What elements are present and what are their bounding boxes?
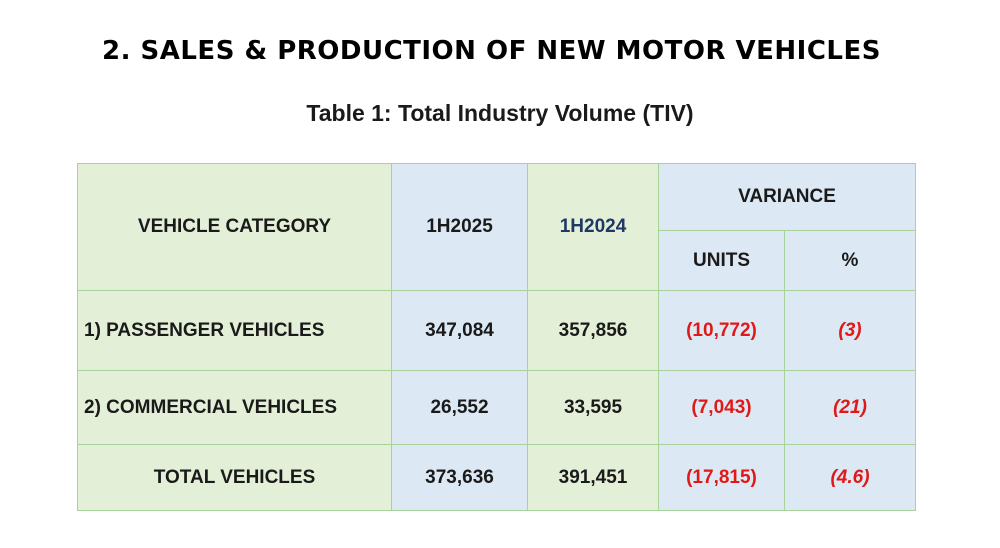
- row-1h2025-value: 373,636: [391, 444, 528, 511]
- row-variance-units: (17,815): [658, 444, 785, 511]
- header-units: UNITS: [658, 230, 785, 291]
- row-category: 1) PASSENGER VEHICLES: [77, 290, 392, 371]
- table-row-total: TOTAL VEHICLES 373,636 391,451 (17,815) …: [77, 444, 917, 511]
- header-variance: VARIANCE: [657, 163, 917, 231]
- row-category: 2) COMMERCIAL VEHICLES: [77, 370, 392, 445]
- row-variance-units: (7,043): [658, 370, 785, 445]
- header-vehicle-category: VEHICLE CATEGORY: [77, 163, 392, 291]
- header-row-top: VEHICLE CATEGORY 1H2025 1H2024 VARIANCE: [77, 163, 917, 291]
- table-caption: Table 1: Total Industry Volume (TIV): [306, 100, 694, 126]
- row-category: TOTAL VEHICLES: [77, 444, 392, 511]
- row-variance-percent: (3): [783, 290, 917, 371]
- section-heading: 2. SALES & PRODUCTION OF NEW MOTOR VEHIC…: [102, 36, 881, 66]
- row-1h2025-value: 26,552: [391, 370, 528, 445]
- header-row-bottom: UNITS %: [78, 230, 917, 291]
- table-row: 1) PASSENGER VEHICLES 347,084 357,856 (1…: [77, 290, 917, 371]
- row-1h2024-value: 33,595: [527, 370, 659, 445]
- header-percent: %: [783, 230, 917, 291]
- row-1h2024-value: 391,451: [527, 444, 659, 511]
- row-variance-units: (10,772): [658, 290, 785, 371]
- table-row: 2) COMMERCIAL VEHICLES 26,552 33,595 (7,…: [77, 370, 917, 445]
- row-variance-percent: (4.6): [783, 444, 917, 511]
- tiv-table: VEHICLE CATEGORY 1H2025 1H2024 VARIANCE …: [77, 163, 917, 511]
- header-1h2025: 1H2025: [391, 163, 528, 291]
- row-1h2024-value: 357,856: [527, 290, 659, 371]
- row-1h2025-value: 347,084: [391, 290, 528, 371]
- row-variance-percent: (21): [783, 370, 917, 445]
- header-1h2024: 1H2024: [527, 163, 659, 291]
